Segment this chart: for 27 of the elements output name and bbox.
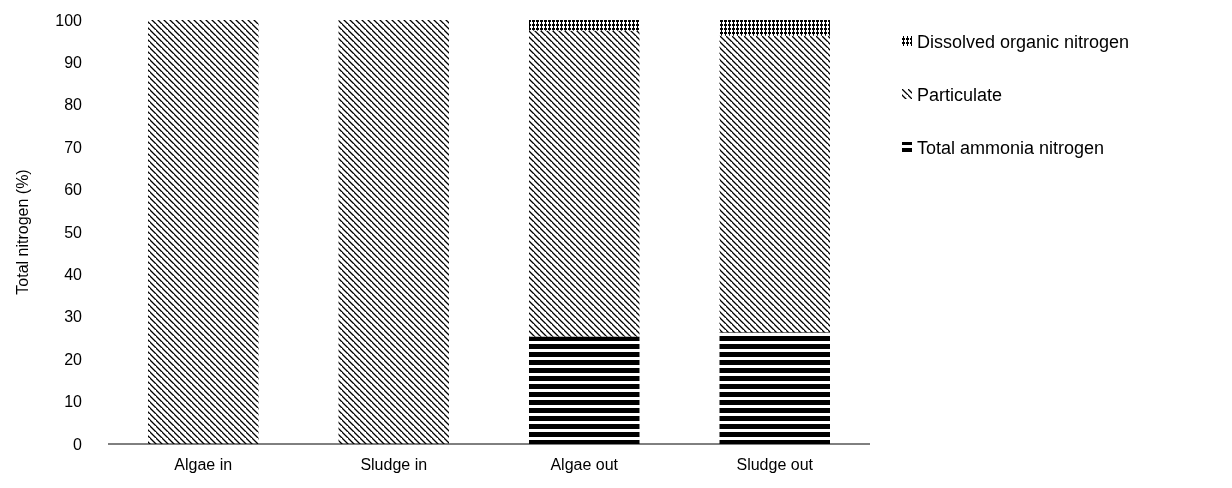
bar (529, 20, 640, 31)
legend-label: Particulate (917, 85, 1003, 106)
bar (529, 30, 640, 337)
x-tick-label: Sludge in (360, 456, 428, 473)
y-tick-label: 80 (64, 96, 83, 114)
y-tick-label: 100 (55, 11, 83, 29)
y-tick-label: 30 (64, 308, 83, 326)
y-axis-title: Total nitrogen (%) (14, 169, 31, 295)
y-tick-label: 0 (73, 435, 83, 453)
legend-label: Total ammonia nitrogen (917, 138, 1105, 159)
bar (338, 20, 449, 444)
y-tick-label: 10 (64, 393, 83, 411)
bar (148, 20, 259, 444)
bar (719, 332, 830, 444)
y-tick-label: 50 (64, 223, 83, 241)
bar (719, 20, 830, 36)
y-tick-label: 20 (64, 350, 83, 368)
x-tick-label: Algae in (174, 456, 233, 473)
x-tick-label: Algae out (550, 456, 619, 473)
y-tick-label: 60 (64, 181, 83, 199)
x-tick-label: Sludge out (736, 456, 814, 473)
y-tick-label: 70 (64, 138, 83, 156)
legend-label: Dissolved organic nitrogen (917, 32, 1130, 53)
bar (719, 35, 830, 333)
bar (529, 336, 640, 444)
y-tick-label: 40 (64, 266, 83, 283)
y-tick-label: 90 (64, 54, 83, 71)
